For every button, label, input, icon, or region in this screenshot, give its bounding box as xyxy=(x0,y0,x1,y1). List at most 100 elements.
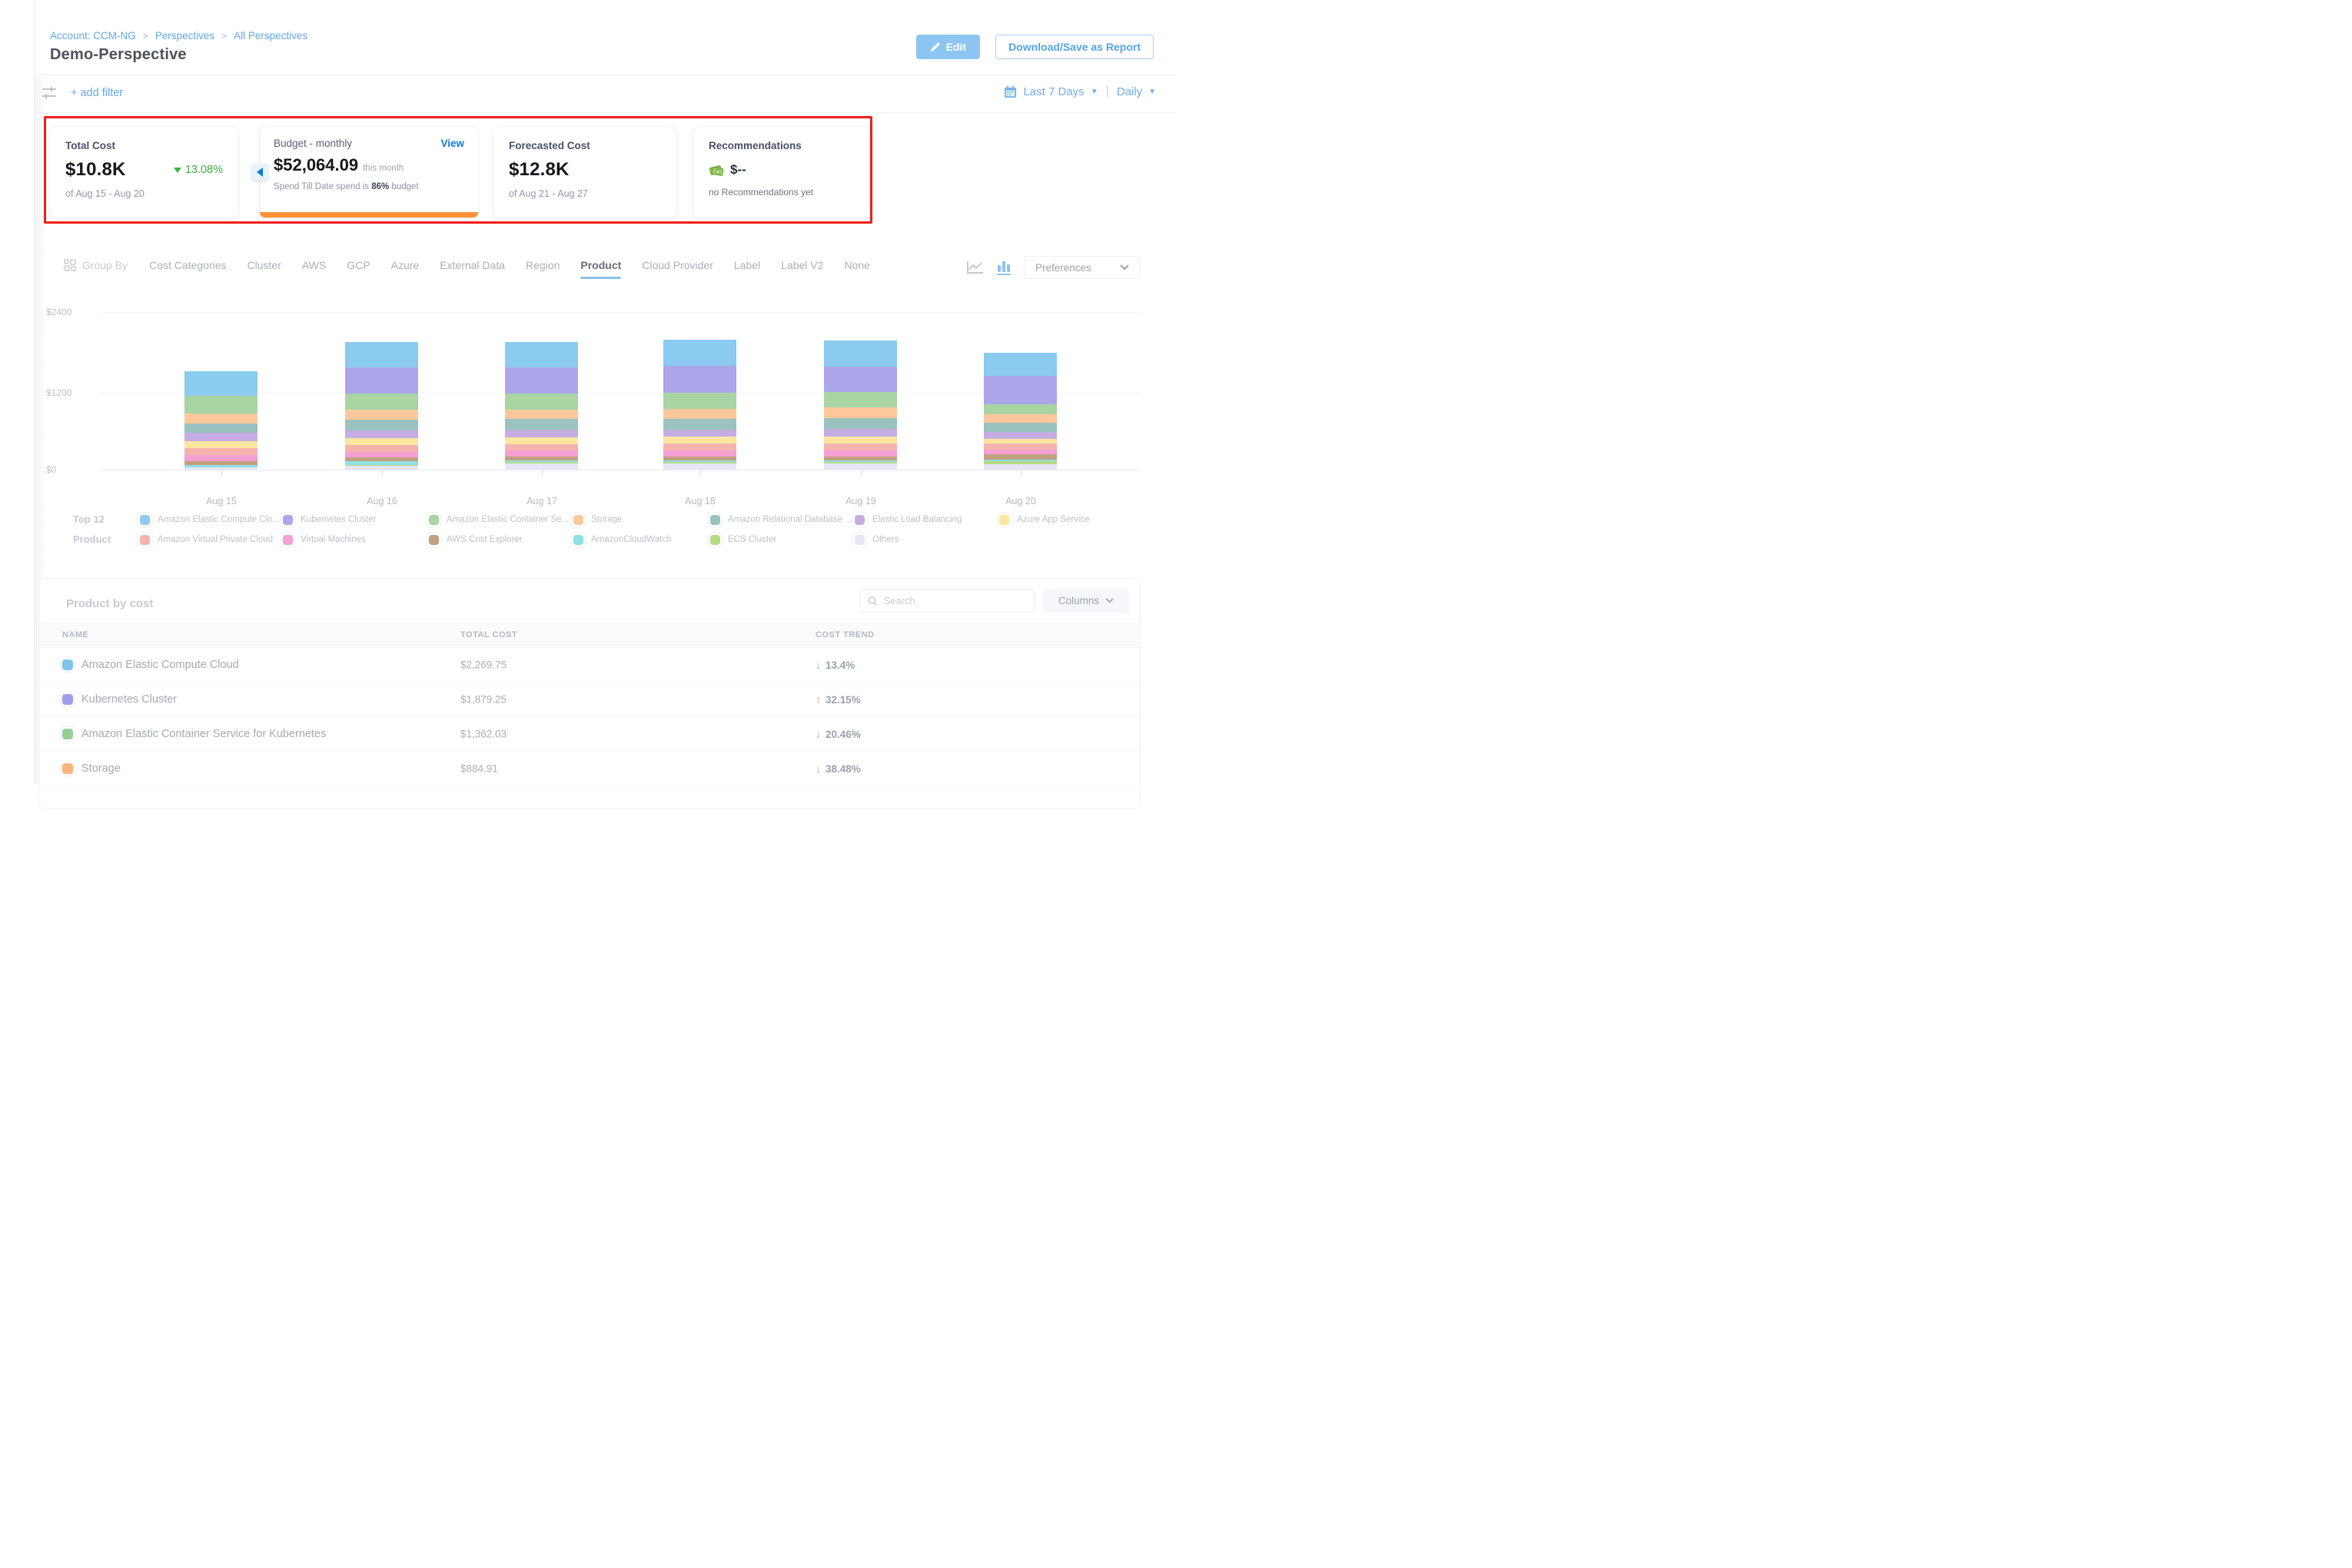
bar-segment-kubernetes-cluster[interactable] xyxy=(824,366,897,392)
preferences-dropdown[interactable]: Preferences xyxy=(1024,256,1141,279)
bar-segment-azure-app-service[interactable] xyxy=(345,437,418,446)
legend-item-amazon-elastic-compute-clo[interactable]: Amazon Elastic Compute Clo... xyxy=(140,510,280,530)
bar-segment-amazon-virtual-private-cloud[interactable] xyxy=(824,443,897,450)
bar-segment-amazon-elastic-container-service-for-kubernetes[interactable] xyxy=(184,396,257,414)
bar-segment-amazon-elastic-compute-cloud[interactable] xyxy=(824,341,897,367)
bar-segment-amazon-elastic-container-service-for-kubernetes[interactable] xyxy=(663,393,736,410)
bar-segment-amazon-virtual-private-cloud[interactable] xyxy=(984,443,1057,450)
breadcrumb-perspectives-link[interactable]: Perspectives xyxy=(154,30,215,42)
bar-segment-virtual-machines[interactable] xyxy=(824,450,897,457)
bar-aug-17[interactable] xyxy=(505,342,578,470)
bar-segment-amazon-virtual-private-cloud[interactable] xyxy=(663,443,736,450)
tab-aws[interactable]: AWS xyxy=(301,259,327,271)
tab-cloud-provider[interactable]: Cloud Provider xyxy=(642,259,713,271)
legend-item-amazon-elastic-container-se[interactable]: Amazon Elastic Container Se... xyxy=(429,510,569,530)
bar-segment-elastic-load-balancing[interactable] xyxy=(824,428,897,437)
bar-segment-storage[interactable] xyxy=(984,414,1057,424)
bar-segment-amazoncloudwatch[interactable] xyxy=(984,460,1057,462)
legend-item-virtual-machines[interactable]: Virtual Machines xyxy=(283,530,376,550)
bar-segment-virtual-machines[interactable] xyxy=(984,450,1057,455)
bar-segment-aws-cost-explorer[interactable] xyxy=(984,454,1057,460)
legend-item-others[interactable]: Others xyxy=(855,530,962,550)
bar-segment-others[interactable] xyxy=(505,463,578,470)
bar-segment-azure-app-service[interactable] xyxy=(505,437,578,444)
bar-segment-storage[interactable] xyxy=(345,410,418,420)
bar-aug-15[interactable] xyxy=(184,370,257,470)
tab-product[interactable]: Product xyxy=(580,259,622,279)
bar-segment-azure-app-service[interactable] xyxy=(824,436,897,443)
bar-segment-ecs-cluster[interactable] xyxy=(984,461,1057,464)
bar-segment-ecs-cluster[interactable] xyxy=(824,461,897,463)
columns-dropdown[interactable]: Columns xyxy=(1043,589,1129,613)
bar-segment-amazon-elastic-container-service-for-kubernetes[interactable] xyxy=(984,404,1057,415)
legend-item-elastic-load-balancing[interactable]: Elastic Load Balancing xyxy=(855,510,962,530)
bar-segment-storage[interactable] xyxy=(663,409,736,419)
bar-segment-azure-app-service[interactable] xyxy=(663,437,736,444)
tab-cluster[interactable]: Cluster xyxy=(247,259,281,271)
bar-segment-amazon-elastic-container-service-for-kubernetes[interactable] xyxy=(345,393,418,410)
tab-cost-categories[interactable]: Cost Categories xyxy=(149,259,227,271)
bar-segment-kubernetes-cluster[interactable] xyxy=(505,367,578,394)
bar-segment-elastic-load-balancing[interactable] xyxy=(184,433,257,441)
bar-segment-others[interactable] xyxy=(184,467,257,470)
bar-segment-amazon-elastic-container-service-for-kubernetes[interactable] xyxy=(505,394,578,410)
bar-segment-amazoncloudwatch[interactable] xyxy=(824,460,897,462)
budget-view-link[interactable]: View xyxy=(440,138,464,149)
carousel-prev-button[interactable] xyxy=(251,164,268,181)
bar-segment-amazoncloudwatch[interactable] xyxy=(663,460,736,462)
legend-item-amazoncloudwatch[interactable]: AmazonCloudWatch xyxy=(573,530,671,550)
bar-aug-19[interactable] xyxy=(824,341,897,470)
bar-segment-virtual-machines[interactable] xyxy=(663,450,736,457)
filter-sliders-icon[interactable] xyxy=(42,86,57,104)
bar-segment-amazon-elastic-compute-cloud[interactable] xyxy=(505,342,578,367)
bar-segment-ecs-cluster[interactable] xyxy=(345,464,418,466)
bar-aug-20[interactable] xyxy=(984,353,1057,470)
bar-segment-aws-cost-explorer[interactable] xyxy=(824,457,897,460)
legend-item-aws-cost-explorer[interactable]: AWS Cost Explorer xyxy=(429,530,569,550)
search-input[interactable] xyxy=(883,595,1026,606)
breadcrumb-all-perspectives-link[interactable]: All Perspectives xyxy=(234,30,308,42)
bar-segment-virtual-machines[interactable] xyxy=(345,451,418,458)
tab-external-data[interactable]: External Data xyxy=(440,259,506,271)
legend-item-storage[interactable]: Storage xyxy=(573,510,671,530)
time-range-dropdown[interactable]: Last 7 Days xyxy=(1023,85,1085,98)
bar-segment-storage[interactable] xyxy=(505,409,578,420)
bar-segment-amazon-elastic-compute-cloud[interactable] xyxy=(184,370,257,397)
bar-segment-aws-cost-explorer[interactable] xyxy=(184,461,257,466)
bar-segment-amazon-relational-database-service[interactable] xyxy=(184,423,257,434)
bar-segment-virtual-machines[interactable] xyxy=(505,450,578,457)
bar-segment-amazon-virtual-private-cloud[interactable] xyxy=(345,445,418,452)
edit-button[interactable]: Edit xyxy=(915,35,981,59)
bar-segment-amazon-relational-database-service[interactable] xyxy=(984,423,1057,432)
tab-label[interactable]: Label xyxy=(733,259,761,271)
table-row-storage[interactable]: Storage $884.91 ↓ 38.48% xyxy=(39,752,1140,786)
tab-none[interactable]: None xyxy=(844,259,870,271)
table-row-amazon-elastic-container-service-for-kubernetes[interactable]: Amazon Elastic Container Service for Kub… xyxy=(39,717,1140,752)
bar-segment-aws-cost-explorer[interactable] xyxy=(505,457,578,461)
bar-segment-aws-cost-explorer[interactable] xyxy=(345,457,418,461)
bar-segment-ecs-cluster[interactable] xyxy=(663,461,736,463)
legend-item-amazon-relational-database[interactable]: Amazon Relational Database ... xyxy=(710,510,852,530)
legend-item-azure-app-service[interactable]: Azure App Service xyxy=(999,510,1090,530)
bar-segment-amazon-virtual-private-cloud[interactable] xyxy=(184,448,257,455)
bar-segment-azure-app-service[interactable] xyxy=(184,440,257,449)
bar-segment-amazon-elastic-container-service-for-kubernetes[interactable] xyxy=(824,391,897,408)
bar-segment-amazon-elastic-compute-cloud[interactable] xyxy=(663,340,736,367)
bar-segment-amazon-relational-database-service[interactable] xyxy=(663,418,736,430)
bar-aug-16[interactable] xyxy=(345,342,418,470)
bar-segment-kubernetes-cluster[interactable] xyxy=(345,367,418,394)
bar-segment-others[interactable] xyxy=(984,463,1057,470)
table-row-kubernetes-cluster[interactable]: Kubernetes Cluster $1,879.25 ↑ 32.15% xyxy=(39,683,1140,717)
bar-segment-amazon-elastic-compute-cloud[interactable] xyxy=(345,342,418,367)
bar-chart-icon[interactable] xyxy=(996,260,1012,275)
bar-segment-aws-cost-explorer[interactable] xyxy=(663,457,736,460)
tab-region[interactable]: Region xyxy=(526,259,560,271)
legend-item-amazon-virtual-private-cloud[interactable]: Amazon Virtual Private Cloud xyxy=(140,530,280,550)
bar-segment-azure-app-service[interactable] xyxy=(984,438,1057,443)
bar-aug-18[interactable] xyxy=(663,340,736,470)
bar-segment-ecs-cluster[interactable] xyxy=(505,462,578,463)
bar-segment-others[interactable] xyxy=(663,463,736,470)
bar-segment-elastic-load-balancing[interactable] xyxy=(663,430,736,437)
tab-azure[interactable]: Azure xyxy=(390,259,420,271)
table-row-amazon-elastic-compute-cloud[interactable]: Amazon Elastic Compute Cloud $2,269.75 ↓ 13… xyxy=(39,648,1140,683)
